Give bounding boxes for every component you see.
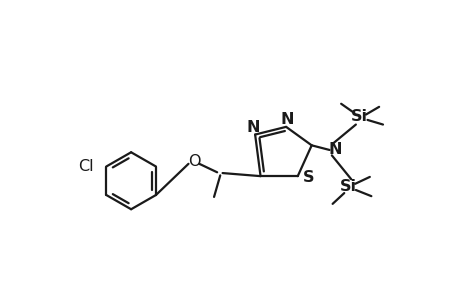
Text: Si: Si	[339, 179, 356, 194]
Text: N: N	[280, 112, 294, 128]
Text: S: S	[302, 170, 313, 185]
Text: Cl: Cl	[78, 159, 94, 174]
Text: N: N	[327, 142, 341, 157]
Text: O: O	[187, 154, 200, 169]
Text: N: N	[246, 120, 260, 135]
Text: Si: Si	[351, 110, 368, 124]
